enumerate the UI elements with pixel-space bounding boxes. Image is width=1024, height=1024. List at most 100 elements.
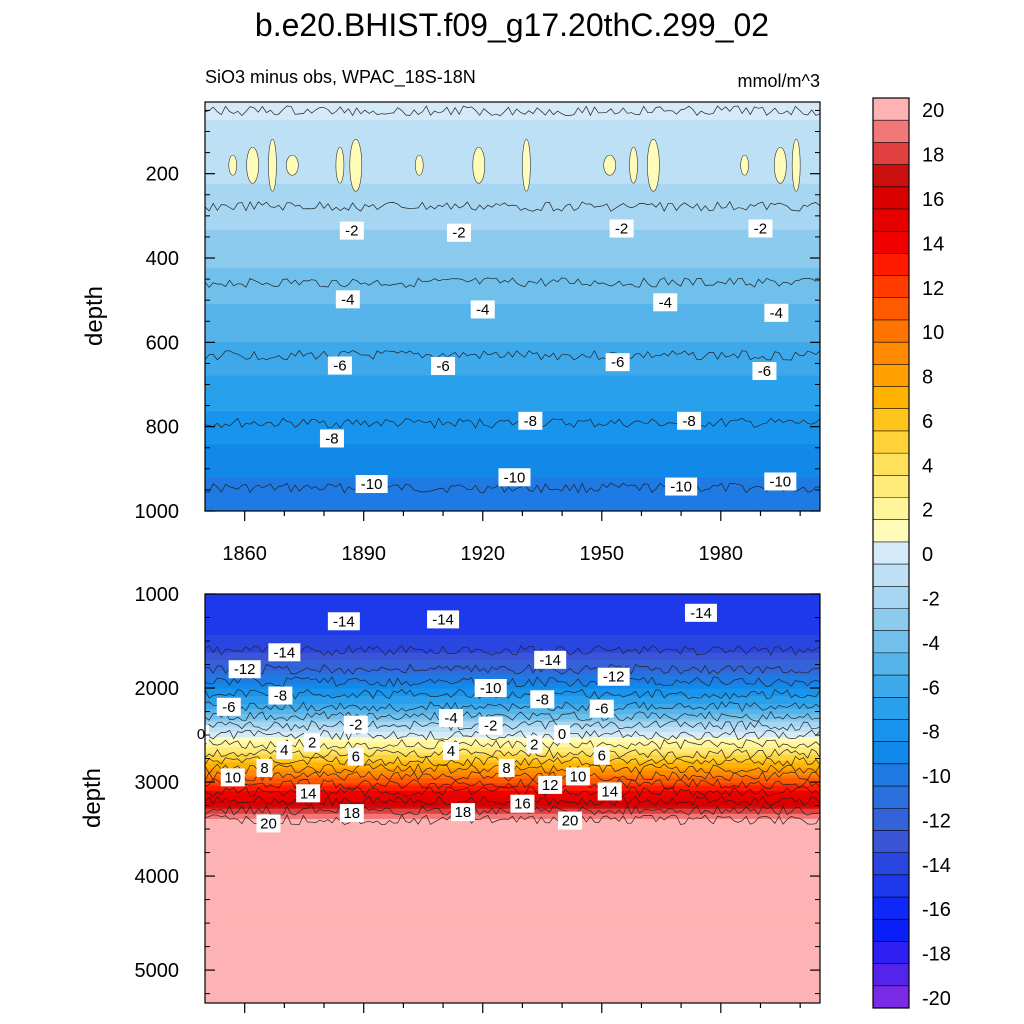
contour-label-box [474,679,507,698]
colorbar-bin [873,675,909,698]
contour-label-box [450,803,475,822]
contour-label-text: -2 [484,718,497,735]
colorbar-bin [873,164,909,188]
contour-label: 16 [510,794,535,813]
field-band [205,309,820,313]
contour-label-box [431,356,456,375]
colorbar-tick-label: 14 [922,233,944,255]
contour-label-text: 14 [601,783,618,800]
contour-label-box [256,814,281,833]
contour-line [205,813,820,825]
field-band [205,148,820,152]
contour-label-text: -6 [758,363,771,380]
field-band [205,601,820,605]
contour-label-text: -10 [769,473,791,490]
field-band [205,204,820,208]
field-band [205,783,820,787]
field-band [205,311,820,315]
field-band [205,342,820,346]
field-band [205,956,820,961]
colorbar-bin [873,430,909,454]
field-band [205,959,820,963]
contour-line [205,676,820,688]
colorbar-bin [873,808,909,831]
field-band [205,716,820,720]
field-band [205,224,820,228]
contour-label-box [339,221,364,240]
contour-label-text: 6 [598,748,606,765]
field-band [205,155,820,159]
colorbar-bin [873,897,909,920]
colorbar-tick-label: -10 [922,766,951,788]
field-band [205,380,820,384]
colorbar-bin [873,919,909,942]
field-band [205,429,820,433]
field-band [205,847,820,851]
field-band [205,673,820,677]
contour-line [205,417,820,429]
field-band [205,946,820,950]
contour-label: 0 [193,725,210,744]
field-band [205,829,820,833]
field-band [205,229,820,233]
positive-anomaly-patch [629,146,638,184]
contour-label-box [343,715,368,734]
contour-line [205,482,820,494]
colorbar-tick-label: -2 [922,589,940,611]
field-band [205,711,820,715]
contour-label: -8 [268,686,293,705]
field-band [205,921,820,925]
field-band [205,329,820,333]
field-band [205,418,820,423]
field-band [205,357,820,361]
field-band [205,347,820,351]
positive-anomaly-patch [246,146,259,184]
field-band [205,737,820,741]
contour-label-text: -4 [770,305,783,322]
contour-label: 6 [593,746,610,765]
colorbar-tick-label: 2 [922,500,933,522]
field-band [205,237,820,241]
contour-label: 0 [554,725,571,744]
lower-y-axis-label: depth [79,768,106,828]
field-band [205,278,820,282]
field-band [205,931,820,935]
contour-label-box [593,746,610,765]
field-band [205,257,820,262]
field-band [205,408,820,412]
field-band [205,219,820,223]
field-band [205,614,820,618]
field-band [205,839,820,843]
field-band [205,441,820,446]
field-band [205,905,820,910]
field-band [205,114,820,118]
y-tick-label: 3000 [135,772,180,794]
field-band [205,969,820,973]
field-band [205,992,820,996]
colorbar-bin [873,719,909,743]
contour-label-text: -6 [222,699,235,716]
contour-label-text: -8 [325,430,338,447]
field-band [205,163,820,167]
contour-label-text: -10 [670,479,692,496]
colorbar-bin [873,630,909,654]
colorbar-bin [873,941,909,965]
field-band [205,439,820,443]
x-tick-label: 1890 [341,543,386,565]
colorbar-bin [873,741,909,765]
field-band [205,854,820,858]
contour-label-box [764,472,797,491]
colorbar-bin [873,985,909,1009]
field-band [205,734,820,738]
contour-label-text: -10 [504,469,526,486]
field-band [205,360,820,364]
contour-label: 14 [597,782,622,801]
contour-label-text: -12 [603,669,625,686]
field-band [205,977,820,981]
field-band [205,821,820,825]
colorbar-tick-label: 10 [922,322,944,344]
field-band [205,142,820,147]
field-band [205,632,820,636]
field-band [205,260,820,264]
contour-line [205,770,820,782]
